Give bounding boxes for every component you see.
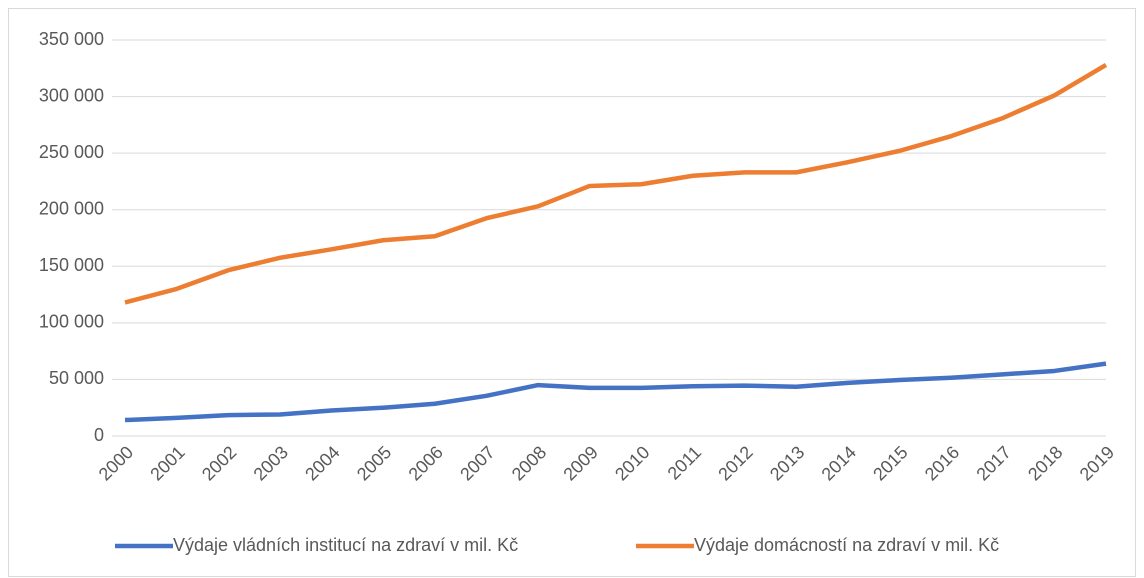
x-tick-label: 2018 <box>1024 442 1066 484</box>
y-tick-label: 150 000 <box>39 255 104 275</box>
x-tick-label: 2012 <box>714 442 756 484</box>
series-line <box>124 62 1108 305</box>
legend-label: Výdaje domácností na zdraví v mil. Kč <box>694 535 999 555</box>
y-tick-label: 250 000 <box>39 142 104 162</box>
x-tick-label: 2016 <box>921 442 963 484</box>
x-tick-label: 2003 <box>250 442 292 484</box>
x-tick-label: 2004 <box>301 442 343 484</box>
x-tick-label: 2005 <box>353 442 395 484</box>
x-tick-label: 2014 <box>818 442 860 484</box>
x-tick-label: 2000 <box>95 442 137 484</box>
x-tick-label: 2006 <box>405 442 447 484</box>
x-tick-label: 2011 <box>664 442 706 484</box>
x-tick-label: 2002 <box>198 442 240 484</box>
x-tick-label: 2010 <box>611 442 653 484</box>
y-tick-label: 50 000 <box>49 368 104 388</box>
x-tick-label: 2019 <box>1076 442 1118 484</box>
legend-label: Výdaje vládních institucí na zdraví v mi… <box>173 535 518 555</box>
x-tick-label: 2015 <box>869 442 911 484</box>
x-tick-label: 2017 <box>972 442 1014 484</box>
x-tick-label: 2001 <box>146 442 188 484</box>
y-tick-label: 300 000 <box>39 85 104 105</box>
y-tick-label: 350 000 <box>39 29 104 49</box>
x-tick-label: 2007 <box>456 442 498 484</box>
chart-frame <box>8 8 1136 577</box>
y-tick-label: 0 <box>94 425 104 445</box>
x-tick-label: 2008 <box>508 442 550 484</box>
y-tick-label: 200 000 <box>39 198 104 218</box>
y-tick-label: 100 000 <box>39 312 104 332</box>
x-tick-label: 2013 <box>766 442 808 484</box>
series-line <box>124 361 1107 423</box>
x-tick-label: 2009 <box>559 442 601 484</box>
